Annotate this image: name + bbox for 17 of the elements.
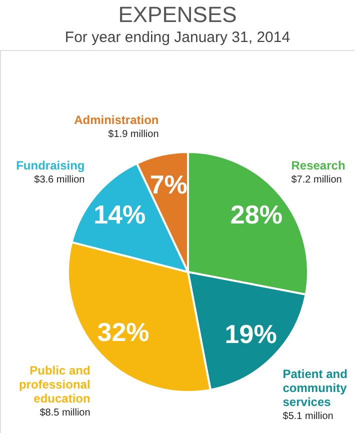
- data-label: 32%: [97, 316, 150, 347]
- slice-label: Fundraising: [16, 158, 85, 173]
- slice-label: Patient and community services: [282, 366, 348, 409]
- chart-title: EXPENSES: [118, 2, 237, 27]
- text: $8.5 million: [40, 408, 90, 419]
- chart-subtitle: For year ending January 31, 2014: [64, 29, 290, 46]
- data-label: 28%: [230, 199, 282, 230]
- text: $7.2 million: [291, 174, 342, 186]
- slice-label: Public and professional education: [18, 364, 90, 406]
- text: $3.6 million: [34, 174, 85, 186]
- slice-label: Administration: [74, 113, 159, 128]
- text: $1.9 million: [108, 129, 159, 140]
- data-label: 7%: [150, 169, 188, 200]
- data-label: 14%: [94, 199, 146, 230]
- data-label: 19%: [224, 318, 277, 349]
- slice-label: Research: [291, 158, 346, 173]
- text: $5.1 million: [282, 410, 334, 422]
